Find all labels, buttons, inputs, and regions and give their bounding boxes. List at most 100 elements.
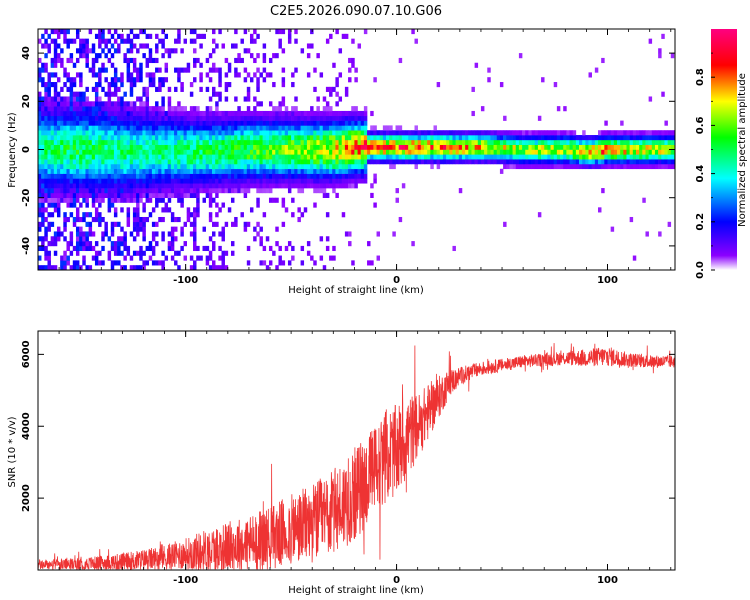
- spectrogram-cell: [85, 178, 89, 184]
- spectrogram-cell: [60, 183, 64, 189]
- spectrogram-cell: [193, 48, 197, 54]
- spectrogram-cell: [193, 241, 197, 247]
- spectrogram-cell: [47, 188, 51, 194]
- spectrogram-cell: [249, 135, 254, 141]
- spectrogram-cell: [446, 149, 450, 155]
- spectrogram-cell: [411, 29, 415, 35]
- spectrogram-cell: [268, 115, 273, 121]
- spectrogram-cell: [227, 188, 232, 194]
- spectrogram-cell: [75, 212, 80, 218]
- spectrogram-cell: [610, 139, 615, 145]
- spectrogram-cell: [613, 159, 618, 165]
- spectrogram-cell: [626, 144, 630, 150]
- spectrogram-cell: [145, 260, 150, 266]
- spectrogram-cell: [427, 159, 431, 165]
- spectrogram-cell: [56, 163, 61, 170]
- spectrogram-cell: [582, 135, 586, 141]
- spectrogram-cell: [329, 110, 333, 117]
- spectrogram-cell: [306, 183, 311, 189]
- spectrogram-cell: [82, 91, 86, 97]
- spectrogram-cell: [329, 135, 333, 141]
- spectrogram-cell: [177, 29, 181, 35]
- spectrogram-cell: [113, 106, 118, 112]
- spectrogram-cell: [193, 168, 197, 174]
- spectrogram-cell: [582, 144, 586, 150]
- spectrogram-cell: [322, 154, 327, 160]
- spectrogram-cell: [110, 168, 115, 174]
- spectrogram-cell: [126, 192, 131, 198]
- spectrogram-cell: [161, 130, 165, 136]
- spectrogram-cell: [148, 106, 153, 112]
- spectrogram-cell: [275, 130, 279, 136]
- spectrogram-cell: [72, 221, 77, 227]
- spectrogram-cell: [82, 216, 86, 223]
- spectrogram-cell: [155, 188, 159, 194]
- spectrogram-cell: [234, 144, 238, 150]
- spectrogram-cell: [594, 154, 599, 160]
- spectrogram-cell: [287, 135, 292, 141]
- spectrogram-cell: [325, 154, 330, 160]
- spectrogram-cell: [262, 57, 267, 64]
- spectrogram-cell: [316, 183, 320, 189]
- spectrogram-cell: [145, 62, 150, 68]
- spectrogram-cell: [212, 163, 216, 170]
- spectrogram-cell: [227, 67, 232, 73]
- spectrogram-cell: [547, 144, 551, 150]
- spectrogram-cell: [101, 139, 105, 145]
- colorbar-title: Normalized spectral amplitude: [737, 73, 748, 227]
- spectrogram-cell: [287, 168, 292, 174]
- spectrogram-cell: [161, 168, 165, 174]
- spectrogram-cell: [60, 159, 64, 165]
- spectrogram-cell: [563, 144, 567, 150]
- colorbar-gradient: [711, 29, 737, 270]
- spectrogram-cell: [113, 29, 118, 35]
- spectrogram-cell: [145, 178, 150, 184]
- spectrogram-cell: [297, 125, 301, 131]
- spectrogram-cell: [44, 255, 48, 261]
- spectrogram-cell: [132, 77, 137, 83]
- spectrogram-cell: [499, 82, 504, 88]
- spectrogram-cell: [370, 183, 374, 189]
- spectrogram-cell: [215, 202, 219, 208]
- spectrogram-cell: [262, 163, 267, 170]
- spectrogram-cell: [658, 48, 662, 54]
- spectrogram-cell: [556, 159, 561, 165]
- spectrogram-cell: [174, 106, 178, 112]
- spectrogram-cell: [79, 168, 83, 174]
- spectrogram-cell: [53, 154, 58, 160]
- spectrogram-cell: [654, 139, 659, 145]
- spectrogram-cell: [329, 120, 333, 126]
- spectrogram-cell: [98, 173, 102, 179]
- spectrogram-cell: [281, 82, 286, 88]
- spectrogram-cell: [113, 110, 118, 117]
- spectrogram-cell: [164, 168, 169, 174]
- spectrogram-cell: [477, 144, 482, 150]
- spectrogram-cell: [69, 106, 74, 112]
- spectrogram-cell: [110, 106, 115, 112]
- spectrogram-cell: [136, 125, 140, 131]
- spectrogram-cell: [370, 144, 374, 150]
- spectrogram-cell: [66, 38, 70, 44]
- spectrogram-cell: [221, 255, 225, 261]
- spectrogram-cell: [120, 192, 124, 198]
- spectrogram-cell: [363, 125, 368, 131]
- spectrogram-cell: [75, 231, 80, 237]
- spectrogram-cell: [313, 144, 317, 150]
- spectrogram-cell: [623, 149, 627, 155]
- spectrogram-cell: [120, 197, 124, 203]
- spectrogram-cell: [148, 135, 153, 141]
- spectrogram-cell: [126, 125, 131, 131]
- spectrogram-cell: [534, 130, 539, 136]
- spectrogram-cell: [136, 135, 140, 141]
- spectrogram-cell: [401, 144, 406, 150]
- spectrogram-cell: [487, 149, 491, 155]
- spectrogram-cell: [47, 183, 51, 189]
- spectrogram-cell: [193, 57, 197, 64]
- spectrogram-cell: [91, 62, 96, 68]
- spectrogram-cell: [180, 168, 184, 174]
- spectrogram-cell: [193, 183, 197, 189]
- spectrogram-cell: [344, 144, 349, 150]
- spectrogram-cell: [411, 241, 415, 247]
- spectrogram-cell: [515, 154, 520, 160]
- spectrogram-cell: [582, 130, 586, 136]
